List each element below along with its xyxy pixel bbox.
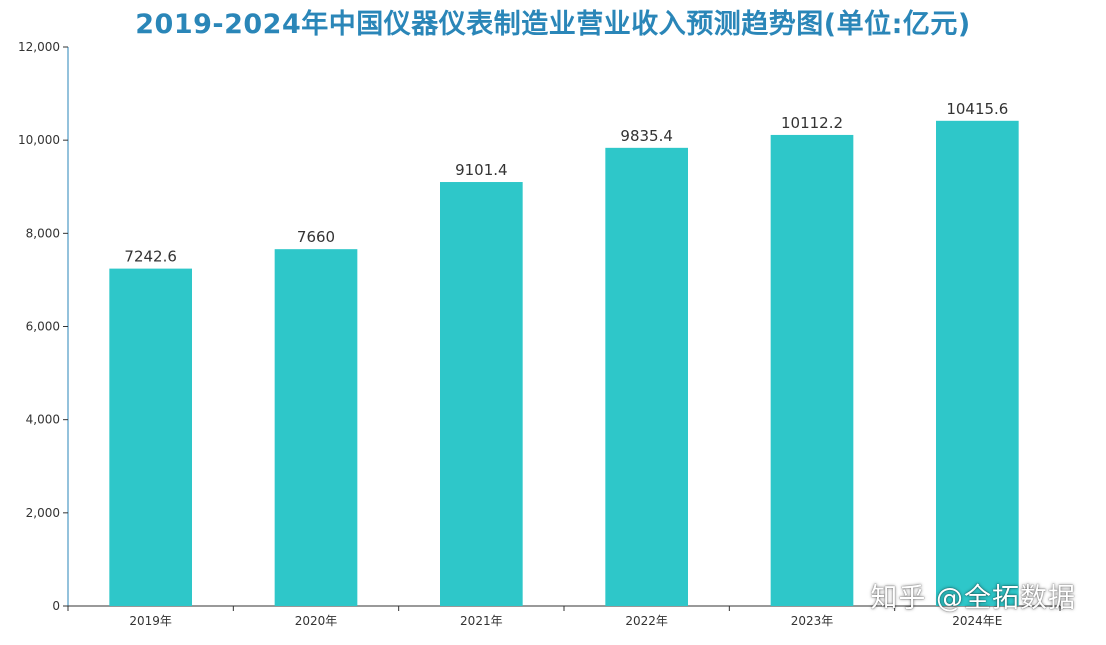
data-label: 9101.4 bbox=[455, 161, 508, 179]
data-label: 10112.2 bbox=[781, 114, 843, 132]
x-tick-label: 2023年 bbox=[791, 614, 834, 628]
y-tick-label: 10,000 bbox=[18, 133, 60, 147]
y-tick-label: 12,000 bbox=[18, 40, 60, 54]
x-tick-label: 2019年 bbox=[129, 614, 172, 628]
chart-title: 2019-2024年中国仪器仪表制造业营业收入预测趋势图(单位:亿元) bbox=[135, 9, 971, 40]
data-label: 7660 bbox=[297, 228, 335, 246]
x-tick-label: 2022年 bbox=[625, 614, 668, 628]
data-labels: 7242.6 7660 9101.4 9835.4 10112.2 10415.6 bbox=[124, 100, 1008, 266]
bars bbox=[109, 120, 1019, 607]
x-tick-label: 2024年E bbox=[952, 614, 1002, 628]
bar bbox=[274, 249, 358, 606]
y-tick-label: 4,000 bbox=[26, 413, 60, 427]
axes: 0 2,000 4,000 6,000 8,000 10,000 12,000 2019年 20… bbox=[18, 40, 1061, 628]
bar bbox=[936, 120, 1019, 606]
y-tick-label: 6,000 bbox=[26, 320, 60, 334]
bar bbox=[605, 147, 688, 606]
y-tick-label: 0 bbox=[52, 599, 60, 613]
data-label: 7242.6 bbox=[124, 248, 177, 266]
bar bbox=[770, 134, 854, 607]
bar bbox=[440, 182, 523, 607]
y-tick-label: 2,000 bbox=[26, 506, 60, 520]
x-tick-label: 2021年 bbox=[460, 614, 503, 628]
x-tick-label: 2020年 bbox=[295, 614, 338, 628]
bar bbox=[109, 268, 192, 606]
data-label: 10415.6 bbox=[946, 100, 1008, 118]
y-tick-label: 8,000 bbox=[26, 226, 60, 240]
data-label: 9835.4 bbox=[620, 127, 673, 145]
watermark-text: 知乎 @全拓数据 bbox=[870, 583, 1076, 614]
